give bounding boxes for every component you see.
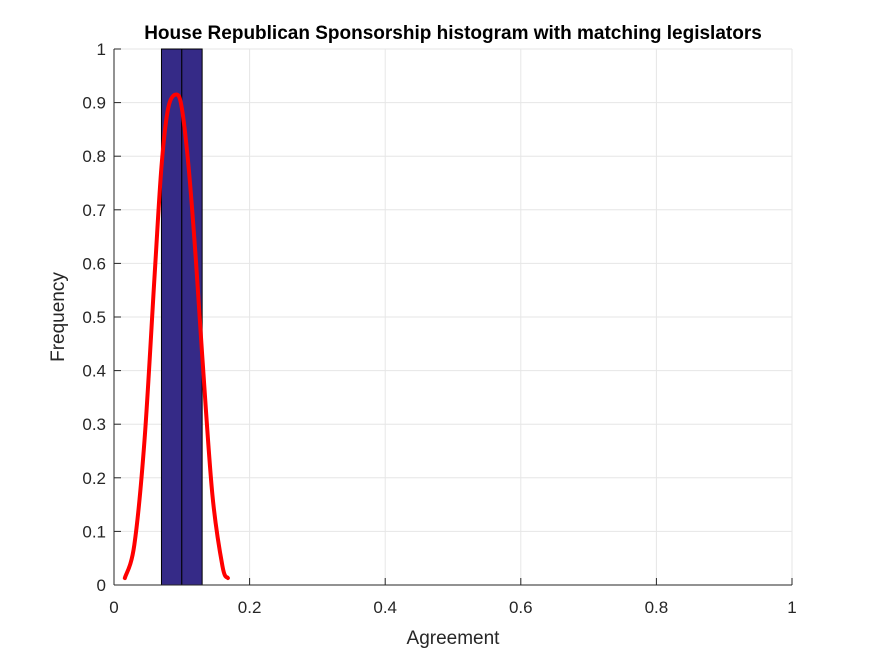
axes bbox=[113, 48, 793, 586]
x-tick-label: 0.2 bbox=[238, 598, 262, 617]
y-tick-label: 0.9 bbox=[82, 94, 106, 113]
x-tick-label: 0.8 bbox=[645, 598, 669, 617]
x-tick-label: 0.4 bbox=[373, 598, 397, 617]
y-tick-label: 0.5 bbox=[82, 308, 106, 327]
y-tick-label: 1 bbox=[97, 40, 106, 59]
y-tick-label: 0.6 bbox=[82, 254, 106, 273]
y-tick-label: 0.2 bbox=[82, 469, 106, 488]
y-tick-label: 0 bbox=[97, 576, 106, 595]
y-tick-label: 0.4 bbox=[82, 362, 106, 381]
x-axis-title: Agreement bbox=[407, 628, 501, 649]
y-tick-label: 0.7 bbox=[82, 201, 106, 220]
tick-labels: 0 0.2 0.4 0.6 0.8 1 0 0.1 0.2 0.3 0.4 0.5 0.6 0.7 0.8 0… bbox=[82, 40, 796, 617]
y-tick-label: 0.8 bbox=[82, 147, 106, 166]
histogram-bars bbox=[160, 48, 203, 586]
x-tick-label: 1 bbox=[787, 598, 796, 617]
fit-curve-line bbox=[122, 92, 230, 581]
y-tick-label: 0.1 bbox=[82, 522, 106, 541]
x-tick-label: 0.6 bbox=[509, 598, 533, 617]
x-tick-label: 0 bbox=[109, 598, 118, 617]
chart-title: House Republican Sponsorship histogram w… bbox=[144, 23, 762, 44]
y-tick-label: 0.3 bbox=[82, 415, 106, 434]
y-axis-title: Frequency bbox=[48, 272, 69, 362]
